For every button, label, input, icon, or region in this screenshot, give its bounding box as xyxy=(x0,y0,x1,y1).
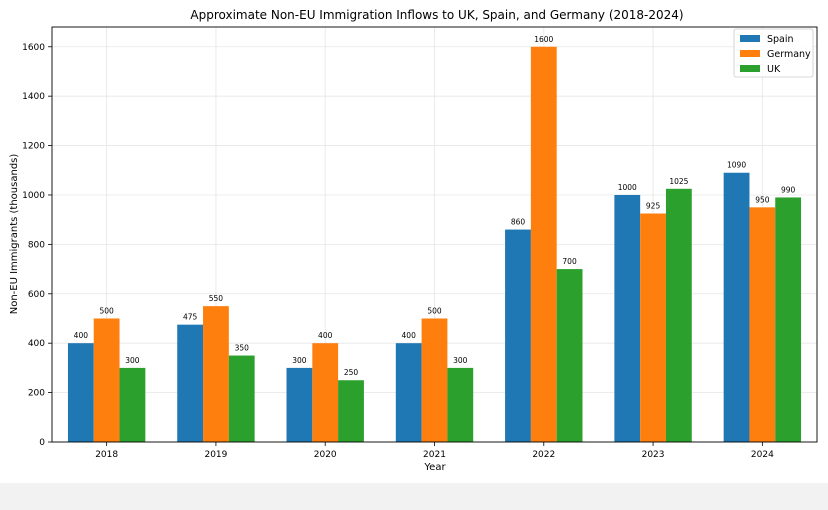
legend-label-uk: UK xyxy=(767,64,781,75)
bar-uk-2022 xyxy=(556,269,583,442)
bar-germany-2020 xyxy=(312,343,339,442)
data-label-uk-2022: 700 xyxy=(562,257,577,266)
bar-uk-2023 xyxy=(665,188,692,442)
data-label-spain-2024: 1090 xyxy=(727,161,746,170)
data-label-spain-2018: 400 xyxy=(74,331,89,340)
legend: Spain Germany UK xyxy=(733,28,814,78)
bar-uk-2024 xyxy=(775,197,802,442)
data-label-spain-2022: 860 xyxy=(511,218,526,227)
legend-swatch-uk xyxy=(740,65,760,72)
chart-figure: Approximate Non-EU Immigration Inflows t… xyxy=(0,0,828,483)
bar-germany-2022 xyxy=(530,46,557,443)
data-label-spain-2020: 300 xyxy=(292,356,307,365)
chart-svg: Approximate Non-EU Immigration Inflows t… xyxy=(9,8,818,473)
bar-germany-2019 xyxy=(203,306,229,442)
y-tick-label: 1000 xyxy=(22,191,45,201)
y-tick-label: 200 xyxy=(28,389,45,399)
bar-uk-2018 xyxy=(119,367,146,442)
bar-spain-2023 xyxy=(614,194,641,442)
bar-spain-2022 xyxy=(505,229,531,442)
bar-germany-2021 xyxy=(421,318,448,442)
y-tick-label: 600 xyxy=(28,290,45,300)
data-label-uk-2020: 250 xyxy=(344,368,359,377)
x-tick-label: 2020 xyxy=(314,450,337,460)
y-tick-label: 400 xyxy=(28,339,45,349)
y-tick-label: 0 xyxy=(39,438,45,448)
x-tick-label: 2019 xyxy=(204,450,227,460)
legend-label-spain: Spain xyxy=(767,34,794,45)
data-label-uk-2018: 300 xyxy=(125,356,140,365)
x-axis-title: Year xyxy=(423,462,446,473)
data-label-germany-2023: 925 xyxy=(646,202,661,211)
legend-swatch-germany xyxy=(740,50,760,57)
data-label-germany-2020: 400 xyxy=(318,331,333,340)
bar-spain-2018 xyxy=(67,343,94,442)
x-tick-label: 2023 xyxy=(642,450,665,460)
y-tick-label: 1600 xyxy=(22,43,45,53)
chart-title: Approximate Non-EU Immigration Inflows t… xyxy=(190,8,683,22)
data-label-spain-2021: 400 xyxy=(402,331,417,340)
data-label-germany-2019: 550 xyxy=(209,294,224,303)
bar-uk-2020 xyxy=(338,380,364,442)
bar-uk-2021 xyxy=(447,367,474,442)
legend-label-germany: Germany xyxy=(767,49,811,60)
bar-spain-2019 xyxy=(177,324,204,442)
x-tick-label: 2024 xyxy=(751,450,774,460)
bar-spain-2024 xyxy=(723,172,750,442)
data-label-uk-2024: 990 xyxy=(781,185,796,194)
x-tick-label: 2021 xyxy=(423,450,446,460)
data-label-uk-2023: 1025 xyxy=(669,177,688,186)
data-label-germany-2024: 950 xyxy=(755,195,770,204)
legend-swatch-spain xyxy=(740,35,760,42)
data-label-uk-2021: 300 xyxy=(453,356,468,365)
data-label-germany-2021: 500 xyxy=(427,306,442,315)
bar-germany-2023 xyxy=(640,213,666,442)
plot-area: 400 475 300 400 860 1000 1090 500 550 400 500 1600 9… xyxy=(22,26,818,460)
bar-germany-2024 xyxy=(749,207,776,442)
bar-spain-2021 xyxy=(395,343,422,442)
data-label-uk-2019: 350 xyxy=(235,344,250,353)
bar-uk-2019 xyxy=(228,355,255,442)
y-tick-label: 1400 xyxy=(22,92,45,102)
x-tick-label: 2022 xyxy=(532,450,555,460)
bar-spain-2020 xyxy=(286,367,313,442)
bar-germany-2018 xyxy=(93,318,120,442)
y-tick-label: 800 xyxy=(28,240,45,250)
data-label-germany-2022: 1600 xyxy=(534,35,553,44)
data-label-germany-2018: 500 xyxy=(99,306,114,315)
x-tick-label: 2018 xyxy=(95,450,118,460)
y-tick-label: 1200 xyxy=(22,142,45,152)
y-axis-title: Non-EU Immigrants (thousands) xyxy=(9,154,20,315)
data-label-spain-2023: 1000 xyxy=(618,183,637,192)
data-label-spain-2019: 475 xyxy=(183,313,198,322)
